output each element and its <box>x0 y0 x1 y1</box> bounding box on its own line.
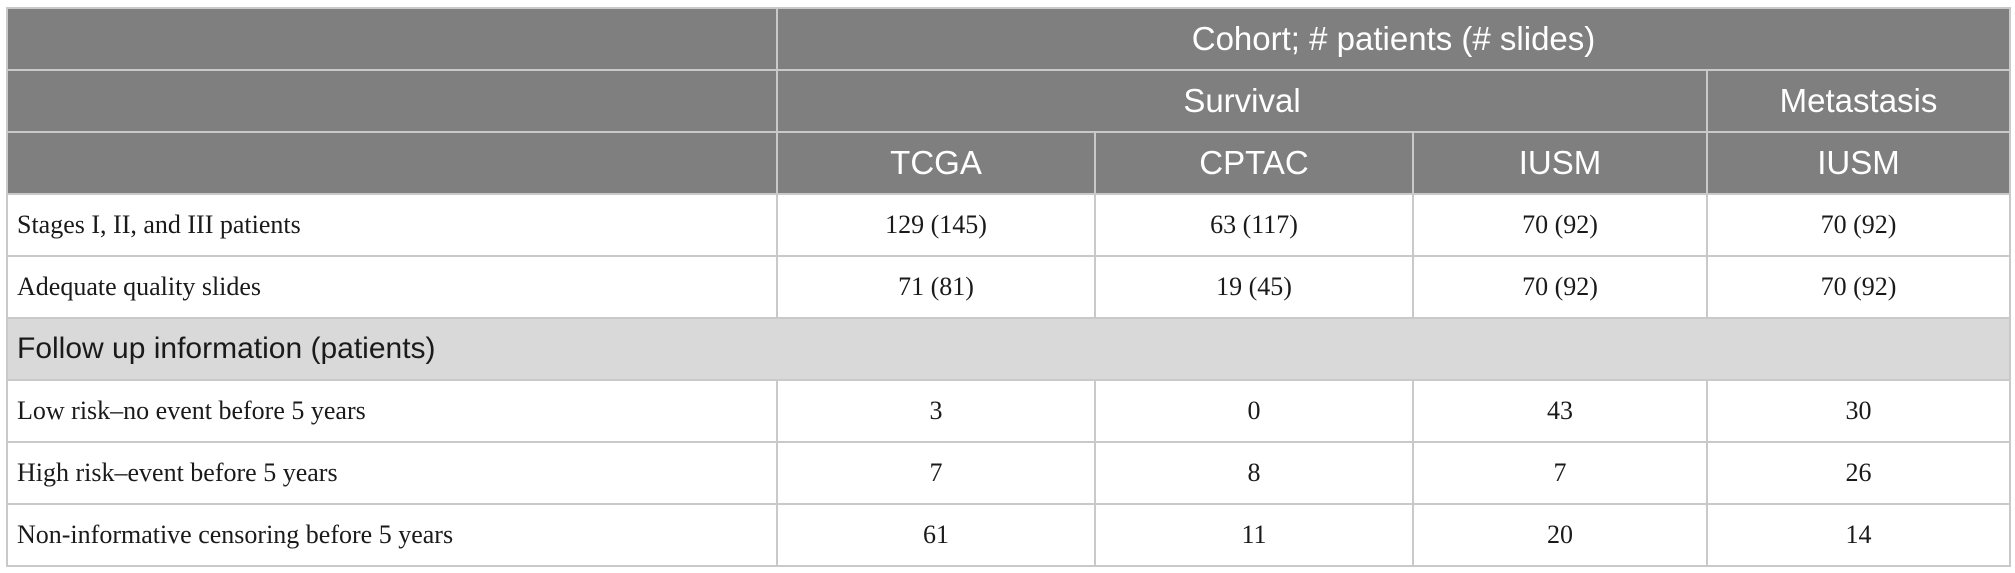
table-row: Low risk–no event before 5 years 3 0 43 … <box>6 379 2012 443</box>
survival-header: Survival <box>776 69 1708 133</box>
metastasis-header: Metastasis <box>1705 69 2012 133</box>
header-row-cohort: Cohort; # patients (# slides) <box>6 7 2012 71</box>
table-row: Non-informative censoring before 5 years… <box>6 503 2012 567</box>
cohort-header: Cohort; # patients (# slides) <box>775 7 2012 71</box>
cohort-table: Cohort; # patients (# slides) Survival M… <box>5 7 2012 567</box>
table-cell: 7 <box>776 441 1096 505</box>
column-header-iusm-metastasis: IUSM <box>1705 131 2012 195</box>
table-cell: 61 <box>776 503 1096 567</box>
table-cell: 70 (92) <box>1412 193 1708 257</box>
header-row-group: Survival Metastasis <box>6 69 2012 133</box>
table-cell: 20 <box>1412 503 1708 567</box>
table-cell: 14 <box>1705 503 2012 567</box>
table-cell: 19 (45) <box>1094 255 1414 319</box>
header-empty-cell <box>6 69 778 133</box>
table-cell: 8 <box>1094 441 1414 505</box>
table-row: Adequate quality slides 71 (81) 19 (45) … <box>6 255 2012 319</box>
column-header-iusm-survival: IUSM <box>1412 131 1708 195</box>
header-empty-cell <box>6 131 778 195</box>
column-header-cptac: CPTAC <box>1094 131 1414 195</box>
table-cell: 30 <box>1705 379 2012 443</box>
table-cell: 7 <box>1412 441 1708 505</box>
header-empty-cell <box>6 7 778 71</box>
table-cell: 70 (92) <box>1412 255 1708 319</box>
header-row-columns: TCGA CPTAC IUSM IUSM <box>6 131 2012 195</box>
table-cell: 63 (117) <box>1094 193 1414 257</box>
row-label: Adequate quality slides <box>6 255 778 319</box>
table-cell: 26 <box>1705 441 2012 505</box>
row-label: Low risk–no event before 5 years <box>6 379 778 443</box>
table-row: Stages I, II, and III patients 129 (145)… <box>6 193 2012 257</box>
table-cell: 70 (92) <box>1705 193 2012 257</box>
table-row: High risk–event before 5 years 7 8 7 26 <box>6 441 2012 505</box>
row-label: Non-informative censoring before 5 years <box>6 503 778 567</box>
row-label: High risk–event before 5 years <box>6 441 778 505</box>
table-cell: 3 <box>776 379 1096 443</box>
column-header-tcga: TCGA <box>776 131 1096 195</box>
section-label: Follow up information (patients) <box>5 317 2012 381</box>
section-row: Follow up information (patients) <box>5 317 2012 381</box>
row-label: Stages I, II, and III patients <box>6 193 778 257</box>
table-cell: 43 <box>1412 379 1708 443</box>
table-cell: 129 (145) <box>776 193 1096 257</box>
table-cell: 0 <box>1094 379 1414 443</box>
table-cell: 71 (81) <box>776 255 1096 319</box>
table-cell: 11 <box>1094 503 1414 567</box>
table-cell: 70 (92) <box>1705 255 2012 319</box>
